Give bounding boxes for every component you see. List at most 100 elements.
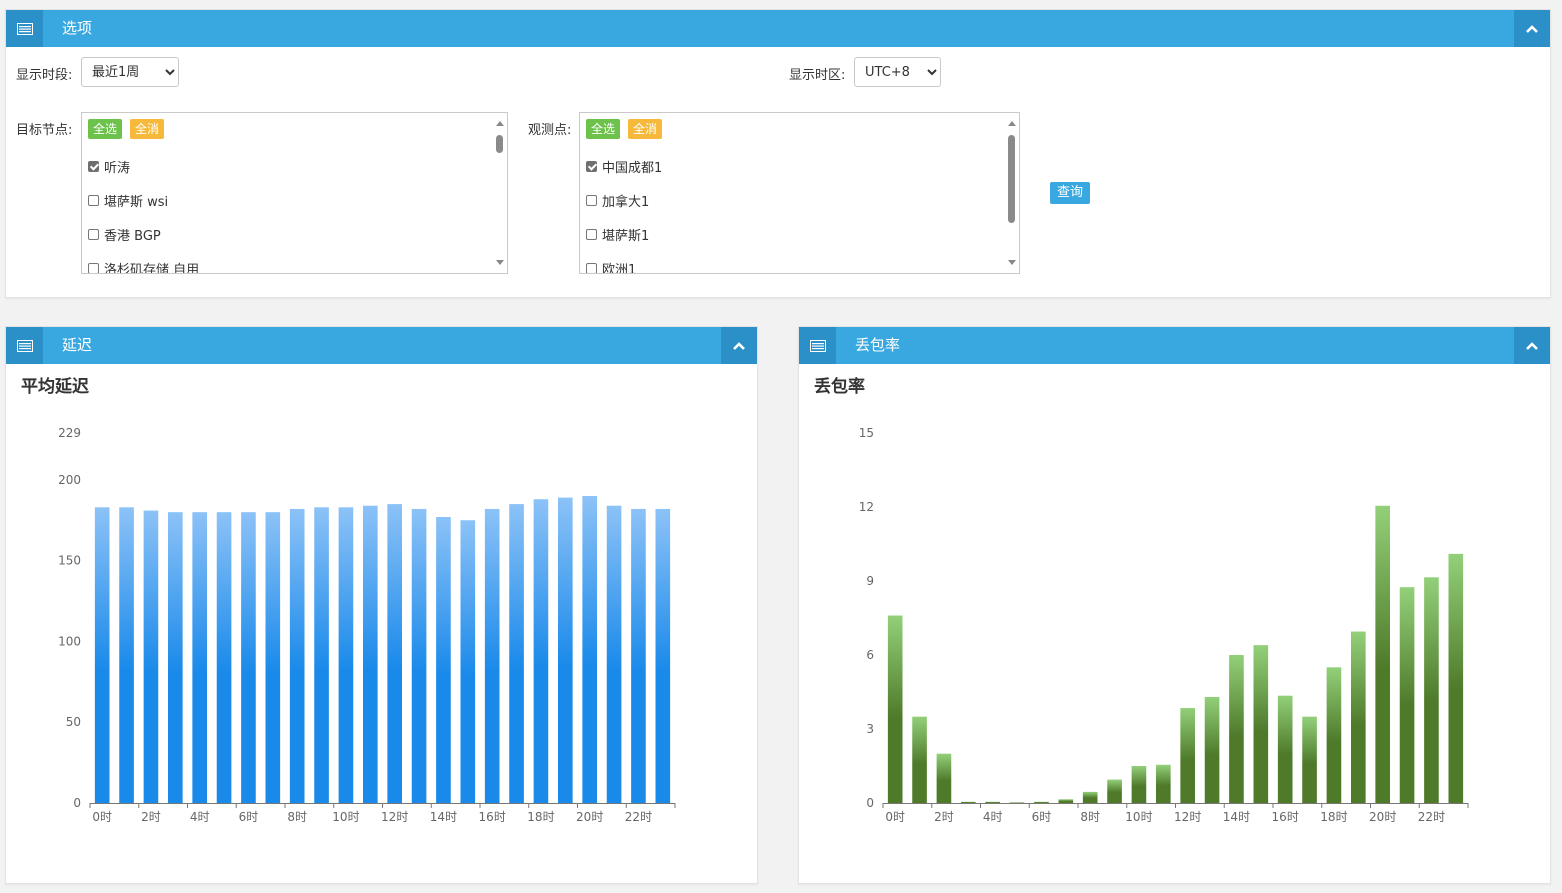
loss-bar[interactable] bbox=[1375, 505, 1390, 803]
latency-bar[interactable] bbox=[119, 507, 134, 803]
loss-bar[interactable] bbox=[1156, 764, 1171, 803]
latency-bar[interactable] bbox=[143, 510, 159, 803]
target-option[interactable]: 听涛 bbox=[88, 157, 130, 176]
latency-bar[interactable] bbox=[241, 512, 256, 803]
observer-scrollbar[interactable] bbox=[1005, 113, 1019, 273]
observer-listbox[interactable]: 全选 全消 中国成都1 加拿大1 堪萨斯1 欧洲1 bbox=[579, 112, 1020, 274]
loss-bar[interactable] bbox=[1326, 667, 1342, 803]
loss-bar[interactable] bbox=[887, 615, 903, 803]
latency-bar[interactable] bbox=[216, 512, 232, 803]
observer-checkbox[interactable] bbox=[586, 194, 597, 206]
target-option[interactable]: 洛杉矶存储 自用 bbox=[88, 259, 200, 274]
latency-ytick-label: 229 bbox=[58, 426, 81, 440]
loss-bar[interactable] bbox=[1302, 716, 1317, 803]
loss-bar[interactable] bbox=[961, 801, 976, 803]
latency-bar[interactable] bbox=[606, 505, 622, 803]
target-option[interactable]: 堪萨斯 wsi bbox=[88, 191, 169, 210]
loss-bar[interactable] bbox=[1253, 645, 1269, 803]
observer-scroll-thumb[interactable] bbox=[1008, 135, 1015, 223]
loss-xtick-label: 20时 bbox=[1369, 810, 1396, 824]
observer-option[interactable]: 堪萨斯1 bbox=[586, 225, 649, 244]
period-select[interactable]: 最近1周 bbox=[81, 57, 179, 87]
latency-bar[interactable] bbox=[655, 508, 671, 803]
loss-bar[interactable] bbox=[1399, 587, 1415, 803]
observer-deselect-all-button[interactable]: 全消 bbox=[628, 119, 663, 139]
loss-bar[interactable] bbox=[1107, 779, 1122, 803]
loss-bar[interactable] bbox=[1034, 801, 1049, 803]
latency-bar[interactable] bbox=[192, 512, 207, 803]
latency-chart-title: 平均延迟 bbox=[21, 377, 89, 397]
loss-bar[interactable] bbox=[1180, 708, 1195, 803]
timezone-select[interactable]: UTC+8 bbox=[854, 57, 941, 87]
observer-label: 观测点: bbox=[528, 123, 572, 138]
loss-xtick-label: 18时 bbox=[1320, 810, 1347, 824]
target-option-label: 堪萨斯 wsi bbox=[104, 194, 169, 210]
collapse-latency-button[interactable] bbox=[721, 327, 757, 364]
observer-select-all-button[interactable]: 全选 bbox=[586, 119, 621, 139]
target-checkbox[interactable] bbox=[88, 262, 99, 273]
latency-bar[interactable] bbox=[387, 504, 402, 803]
target-deselect-all-button[interactable]: 全消 bbox=[130, 119, 165, 139]
latency-bar[interactable] bbox=[94, 507, 110, 803]
loss-xtick-label: 8时 bbox=[1080, 810, 1100, 824]
loss-bar[interactable] bbox=[1131, 766, 1147, 803]
loss-bar[interactable] bbox=[1351, 631, 1366, 803]
loss-bar[interactable] bbox=[1082, 791, 1098, 803]
target-scrollbar[interactable] bbox=[493, 113, 507, 273]
latency-bar[interactable] bbox=[314, 507, 329, 803]
latency-bar[interactable] bbox=[509, 504, 524, 803]
loss-bar[interactable] bbox=[985, 801, 1000, 803]
loss-bar[interactable] bbox=[1277, 695, 1293, 803]
latency-xtick-label: 18时 bbox=[527, 810, 554, 824]
loss-bar[interactable] bbox=[1204, 696, 1220, 803]
observer-checkbox[interactable] bbox=[586, 160, 597, 172]
chevron-up-icon bbox=[733, 341, 745, 350]
target-option[interactable]: 香港 BGP bbox=[88, 225, 161, 244]
scroll-down-arrow-icon[interactable] bbox=[1008, 260, 1016, 265]
latency-bar[interactable] bbox=[533, 499, 549, 803]
latency-bar[interactable] bbox=[436, 517, 451, 803]
options-panel: 选项 显示时段: 最近1周 显示时区: UTC+8 目标节点: 全选 全消 听涛… bbox=[5, 9, 1551, 298]
target-option-label: 洛杉矶存储 自用 bbox=[104, 262, 200, 274]
latency-bar[interactable] bbox=[582, 496, 597, 803]
loss-xtick-label: 16时 bbox=[1272, 810, 1299, 824]
observer-checkbox[interactable] bbox=[586, 262, 597, 273]
latency-bar[interactable] bbox=[631, 508, 646, 803]
observer-option[interactable]: 加拿大1 bbox=[586, 191, 649, 210]
latency-panel: 延迟 平均延迟 0 50 100 150 200 229 0时 2时 4时 6时 8时 10时 12时 1… bbox=[5, 326, 758, 884]
observer-option[interactable]: 欧洲1 bbox=[586, 259, 636, 273]
latency-bar[interactable] bbox=[363, 505, 378, 803]
target-select-all-button[interactable]: 全选 bbox=[88, 119, 123, 139]
loss-bar[interactable] bbox=[1229, 655, 1244, 803]
query-button[interactable]: 查询 bbox=[1050, 182, 1090, 204]
observer-option[interactable]: 中国成都1 bbox=[586, 157, 662, 176]
loss-bar[interactable] bbox=[1424, 577, 1439, 803]
collapse-options-button[interactable] bbox=[1514, 10, 1550, 47]
target-checkbox[interactable] bbox=[88, 160, 99, 172]
target-checkbox[interactable] bbox=[88, 228, 99, 240]
loss-bar[interactable] bbox=[912, 716, 927, 803]
scroll-up-arrow-icon[interactable] bbox=[1008, 121, 1016, 126]
loss-ytick-label: 6 bbox=[866, 648, 874, 662]
loss-bar[interactable] bbox=[936, 753, 952, 803]
scroll-down-arrow-icon[interactable] bbox=[496, 260, 504, 265]
latency-bar[interactable] bbox=[168, 512, 183, 803]
target-scroll-thumb[interactable] bbox=[496, 135, 503, 153]
latency-bar[interactable] bbox=[460, 520, 476, 803]
observer-checkbox[interactable] bbox=[586, 228, 597, 240]
list-icon bbox=[6, 10, 43, 47]
scroll-up-arrow-icon[interactable] bbox=[496, 121, 504, 126]
latency-bar[interactable] bbox=[558, 497, 573, 803]
latency-bar[interactable] bbox=[484, 508, 500, 803]
latency-bar[interactable] bbox=[411, 508, 427, 803]
target-listbox[interactable]: 全选 全消 听涛堪萨斯 wsi 香港 BGP 洛杉矶存储 自用 bbox=[81, 112, 508, 274]
loss-bar[interactable] bbox=[1448, 553, 1464, 803]
loss-bar[interactable] bbox=[1058, 799, 1074, 803]
loss-xtick-label: 4时 bbox=[983, 810, 1003, 824]
target-checkbox[interactable] bbox=[88, 194, 99, 206]
latency-xtick-label: 22时 bbox=[625, 810, 652, 824]
collapse-loss-button[interactable] bbox=[1514, 327, 1550, 364]
latency-bar[interactable] bbox=[265, 512, 281, 803]
latency-bar[interactable] bbox=[289, 508, 305, 803]
latency-bar[interactable] bbox=[338, 507, 354, 803]
